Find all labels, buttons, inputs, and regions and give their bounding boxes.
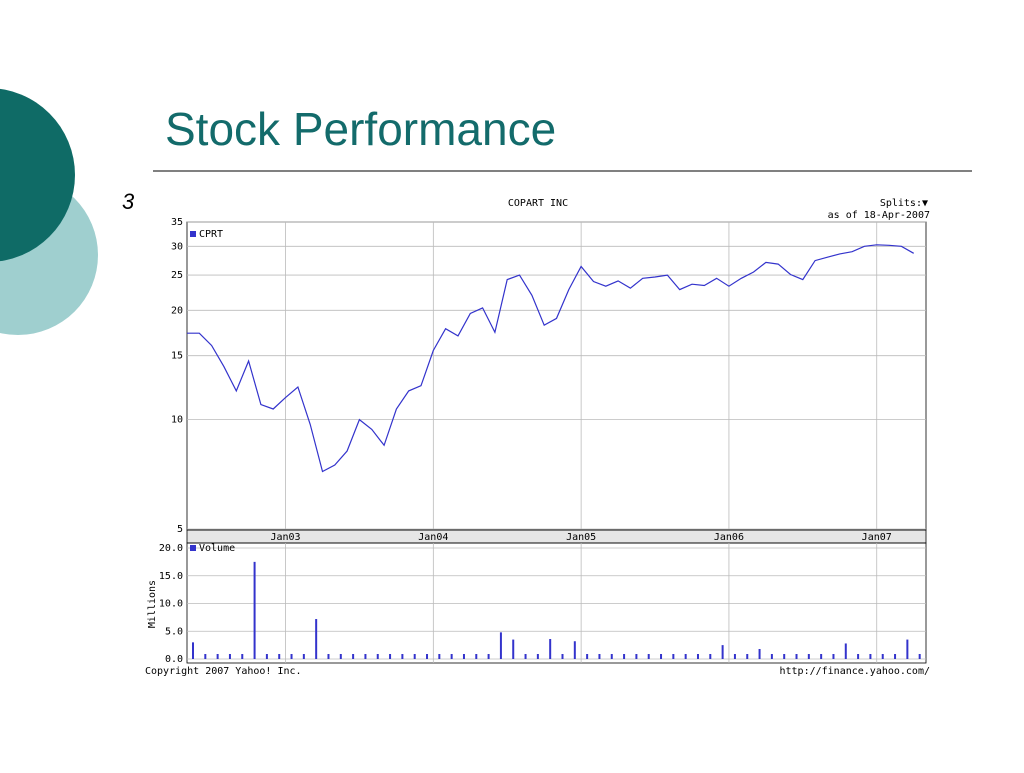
volume-bar <box>204 654 207 659</box>
volume-bar <box>733 654 736 659</box>
y-tick-label: 20 <box>171 305 183 316</box>
volume-bar <box>844 643 847 659</box>
slide-number: 3 <box>122 189 135 214</box>
volume-bar <box>216 654 219 659</box>
volume-bar <box>598 654 601 659</box>
volume-bar <box>278 654 281 659</box>
plot-frame <box>186 542 927 664</box>
volume-bar <box>721 645 724 659</box>
volume-bar <box>327 654 330 659</box>
y-tick-label: 20.0 <box>159 543 183 554</box>
volume-bar <box>228 654 231 659</box>
y-tick-label: 15 <box>171 351 183 362</box>
volume-bar <box>438 654 441 659</box>
price-line <box>187 244 914 473</box>
volume-bar <box>647 654 650 659</box>
volume-bar <box>499 632 502 659</box>
volume-bar <box>401 654 404 659</box>
volume-bar <box>586 654 589 659</box>
volume-bar <box>265 654 268 659</box>
volume-bar <box>253 561 256 659</box>
volume-bar <box>302 654 305 659</box>
annotation: Splits:▼ <box>880 198 928 209</box>
volume-bar <box>487 654 490 659</box>
volume-bar <box>746 654 749 659</box>
volume-bar <box>413 654 416 659</box>
volume-bar <box>795 654 798 659</box>
volume-bar <box>660 654 663 659</box>
volume-bar <box>475 654 478 659</box>
volume-bar <box>315 619 318 659</box>
volume-bar <box>881 654 884 659</box>
legend-label: CPRT <box>199 229 223 240</box>
volume-bar <box>339 654 342 659</box>
y-tick-label: 5 <box>177 524 183 535</box>
volume-bar <box>906 639 909 659</box>
y-tick-label: 10 <box>171 415 183 426</box>
volume-bar <box>820 654 823 659</box>
volume-bar <box>894 654 897 659</box>
volume-bar <box>709 654 712 659</box>
volume-bar <box>290 654 293 659</box>
volume-bar <box>684 654 687 659</box>
volume-bar <box>192 642 194 659</box>
volume-bar <box>462 654 465 659</box>
footer-url: http://finance.yahoo.com/ <box>779 666 930 677</box>
volume-bar <box>869 654 872 659</box>
x-tick-label: Jan03 <box>270 532 300 543</box>
volume-bar <box>241 654 244 659</box>
volume-bar <box>758 649 761 659</box>
volume-bar <box>352 654 355 659</box>
legend-swatch <box>190 231 196 237</box>
y-tick-label: 5.0 <box>165 626 183 637</box>
decor-circle <box>0 88 75 262</box>
volume-bar <box>610 654 613 659</box>
x-tick-label: Jan07 <box>862 532 892 543</box>
volume-bar <box>549 639 552 659</box>
y-axis-label: Millions <box>147 580 158 628</box>
y-tick-label: 0.0 <box>165 654 183 665</box>
chart-subtitle: as of 18-Apr-2007 <box>828 210 930 221</box>
plot-frame <box>186 221 927 531</box>
volume-bar <box>783 654 786 659</box>
volume-bar <box>672 654 675 659</box>
y-tick-label: 15.0 <box>159 571 183 582</box>
volume-bar <box>807 654 810 659</box>
marks: 5 10 15 20 25 30 35 Jan03 Jan04 Jan05 Jan06 Jan07 CP… <box>159 217 926 665</box>
footer-copyright: Copyright 2007 Yahoo! Inc. <box>145 666 302 677</box>
y-tick-label: 30 <box>171 241 183 252</box>
volume-bar <box>450 654 453 659</box>
volume-bar <box>426 654 429 659</box>
y-tick-label: 10.0 <box>159 599 183 610</box>
volume-bar <box>376 654 379 659</box>
x-tick-label: Jan05 <box>566 532 596 543</box>
volume-bar <box>389 654 392 659</box>
volume-bar <box>573 641 576 659</box>
chart-title: COPART INC <box>508 198 568 209</box>
x-tick-label: Jan06 <box>714 532 744 543</box>
y-tick-label: 35 <box>171 217 183 228</box>
volume-bar <box>512 639 515 659</box>
volume-bar <box>918 654 921 659</box>
volume-bar <box>536 654 539 659</box>
volume-bar <box>364 654 367 659</box>
volume-bar <box>561 654 564 659</box>
volume-bar <box>770 654 773 659</box>
legend-swatch <box>190 545 196 551</box>
x-tick-label: Jan04 <box>418 532 448 543</box>
legend-label: Volume <box>199 543 235 554</box>
volume-bar <box>635 654 638 659</box>
volume-bar <box>623 654 626 659</box>
y-tick-label: 25 <box>171 270 183 281</box>
volume-bar <box>857 654 860 659</box>
volume-bar <box>696 654 699 659</box>
volume-bar <box>832 654 835 659</box>
slide-title: Stock Performance <box>165 103 556 155</box>
volume-bar <box>524 654 527 659</box>
